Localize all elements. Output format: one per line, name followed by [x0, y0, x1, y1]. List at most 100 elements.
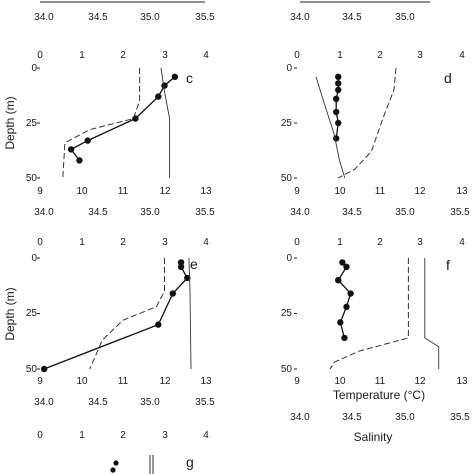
c-top-tick-0: 0 [37, 50, 43, 61]
panel-e-series-solid-dots-line [43, 262, 189, 370]
c-top-tick-3: 3 [162, 50, 168, 61]
panel-f-series-dashed-line [329, 258, 409, 370]
top-strip-right: 34.0 34.5 35.0 [290, 1, 430, 23]
e-ytick-2: 50 [26, 364, 38, 375]
panel-d-point-1 [335, 80, 342, 87]
panel-c-point-0 [171, 73, 179, 81]
e-top-tick-2: 2 [120, 237, 126, 248]
top-left-tick-2: 35.0 [140, 12, 160, 23]
top-left-tick-0: 34.0 [34, 12, 54, 23]
d-top-tick-0: 0 [294, 50, 300, 61]
e-top-tick-4: 4 [203, 237, 209, 248]
c-ytick-0: 0 [31, 63, 37, 74]
e-sal-tick-2: 35.0 [140, 397, 160, 408]
d-ytick-0: 0 [286, 63, 292, 74]
c-top-tick-2: 2 [120, 50, 126, 61]
g-top-tick-0: 0 [37, 430, 43, 441]
e-bottom-tick-0: 9 [37, 376, 43, 387]
e-sal-tick-0: 34.0 [34, 397, 54, 408]
panel-c-point-5 [67, 146, 75, 153]
panel-d-point-0 [335, 73, 342, 81]
f-bottom-tick-4: 13 [456, 376, 468, 387]
e-sal-tick-3: 35.5 [195, 397, 215, 408]
panel-c-point-4 [84, 137, 91, 144]
panel-e-letter: e [190, 256, 198, 272]
panel-e-marks [37, 257, 192, 373]
c-ytick-1: 25 [26, 118, 38, 129]
panel-d-series-dashed-line [338, 67, 397, 179]
panel-d-point-5 [335, 119, 342, 127]
g-top-tick-4: 4 [203, 430, 209, 441]
f-bottom-tick-3: 12 [414, 376, 426, 387]
g-top-tick-1: 1 [79, 430, 85, 441]
panel-c-point-1 [161, 82, 168, 89]
c-sal-tick-1: 34.5 [88, 207, 108, 218]
f-sal-tick-3: 35.5 [450, 412, 470, 423]
f-top-tick-2: 2 [377, 237, 383, 248]
panel-c-point-6 [76, 157, 83, 164]
panel-e-series-thin-line [188, 257, 192, 370]
panel-f-point-1 [343, 263, 350, 271]
c-bottom-tick-2: 11 [118, 186, 129, 197]
c-top-tick-1: 1 [79, 50, 85, 61]
panel-c-marks [37, 67, 179, 179]
g-top-tick-2: 2 [120, 430, 126, 441]
d-bottom-tick-3: 12 [414, 186, 426, 197]
e-top-tick-3: 3 [162, 237, 168, 248]
c-bottom-tick-1: 10 [76, 186, 88, 197]
panel-e-point-4 [155, 321, 162, 328]
panel-f-marks [294, 257, 440, 370]
top-right-tick-1: 34.5 [342, 12, 362, 23]
panel-c: 0 1 2 3 4 c Depth (m) 0 25 50 9 10 11 12… [3, 50, 215, 218]
d-ytick-2: 50 [281, 173, 293, 184]
panel-f-point-3 [347, 290, 354, 297]
panel-e: 0 1 2 3 4 e Depth (m) 0 25 50 9 10 11 12… [3, 237, 215, 408]
f-xlabel: Temperature (°C) [333, 388, 425, 402]
panel-f-point-6 [341, 334, 348, 342]
c-sal-tick-3: 35.5 [195, 207, 215, 218]
d-sal-tick-2: 35.0 [395, 207, 415, 218]
e-ytick-0: 0 [31, 253, 37, 264]
panel-f-series-solid-dots-line [337, 261, 352, 339]
e-bottom-tick-4: 13 [200, 376, 212, 387]
f-sal-tick-2: 35.0 [395, 412, 415, 423]
top-left-tick-1: 34.5 [88, 12, 108, 23]
f-bottom-tick-1: 10 [334, 376, 346, 387]
g-top-tick-3: 3 [162, 430, 168, 441]
e-top-tick-0: 0 [37, 237, 43, 248]
panel-e-point-2 [184, 274, 191, 282]
e-ytick-1: 25 [26, 308, 38, 319]
f-bottom-tick-2: 11 [375, 376, 386, 387]
panel-c-letter: c [186, 70, 193, 86]
panel-f-point-4 [343, 303, 350, 311]
f-salinity-label: Salinity [354, 430, 393, 444]
panel-g-marks [110, 455, 154, 474]
f-bottom-tick-0: 9 [294, 376, 300, 387]
panel-g-point-1 [110, 467, 116, 473]
e-ylabel: Depth (m) [3, 287, 17, 340]
panel-d-series-thin-line [315, 76, 346, 179]
d-top-tick-4: 4 [459, 50, 465, 61]
panel-g-letter: g [186, 454, 194, 470]
c-sal-tick-0: 34.0 [34, 207, 54, 218]
d-sal-tick-0: 34.0 [290, 207, 310, 218]
d-top-tick-1: 1 [337, 50, 343, 61]
e-bottom-tick-2: 11 [118, 376, 129, 387]
panel-f-series-thin-line [424, 258, 440, 369]
panel-c-series-thin-line [160, 67, 171, 178]
panel-g: 0 1 2 3 4 g [37, 430, 209, 470]
panel-c-series-solid-dots-line [70, 76, 176, 161]
e-sal-tick-1: 34.5 [88, 397, 108, 408]
top-strip-left: 34.0 34.5 35.0 35.5 [34, 1, 215, 23]
c-bottom-tick-3: 12 [159, 186, 171, 197]
f-top-tick-1: 1 [337, 237, 343, 248]
panel-c-point-3 [132, 115, 139, 122]
panel-c-series-dashed-line [62, 68, 141, 179]
d-top-tick-2: 2 [377, 50, 383, 61]
panel-g-point-0 [113, 460, 119, 466]
c-top-tick-4: 4 [203, 50, 209, 61]
d-bottom-tick-4: 13 [456, 186, 468, 197]
panel-e-point-5 [40, 365, 48, 373]
c-sal-tick-2: 35.0 [140, 207, 160, 218]
e-bottom-tick-3: 12 [159, 376, 171, 387]
